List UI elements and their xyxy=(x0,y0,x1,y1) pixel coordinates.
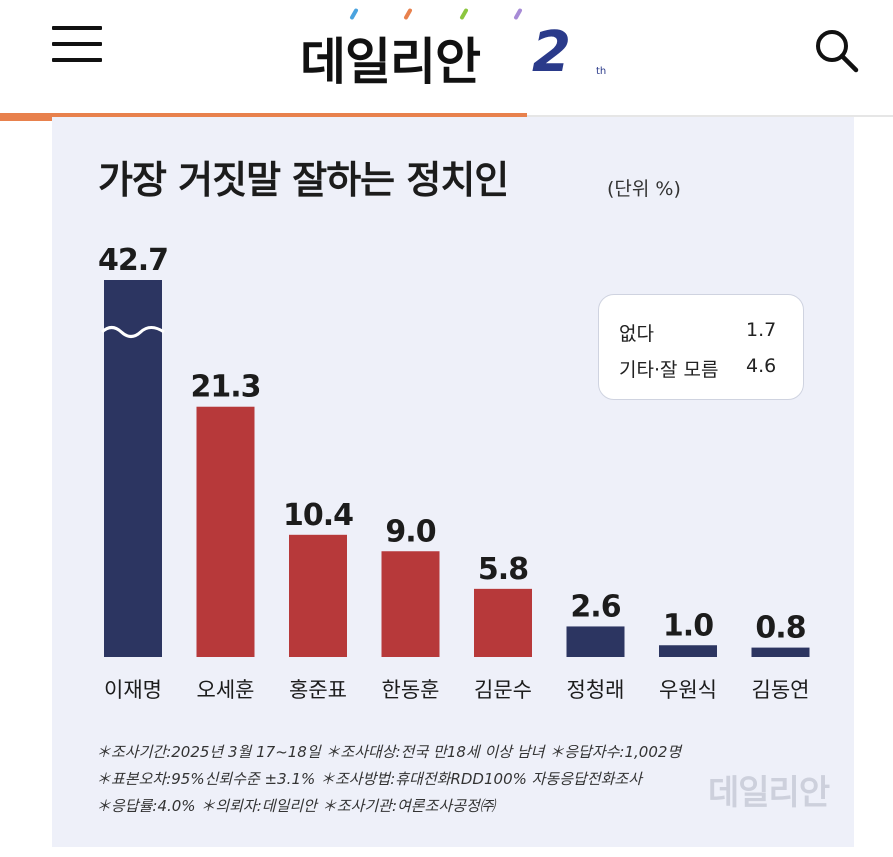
bar-오세훈 xyxy=(196,406,255,657)
category-label: 정청래 xyxy=(567,678,625,702)
data-label: 5.8 xyxy=(478,552,528,587)
category-label: 홍준표 xyxy=(289,678,347,702)
logo-accent xyxy=(459,7,469,21)
legend-value: 4.6 xyxy=(746,355,777,377)
survey-note: ＊응답률:4.0% ＊의뢰자:데일리안 ＊조사기관:여론조사공정㈜ xyxy=(96,797,495,815)
data-label: 21.3 xyxy=(190,370,260,405)
category-label: 오세훈 xyxy=(197,678,255,702)
survey-note: ＊조사기간:2025년 3월 17~18일 ＊조사대상:전국 만18세 이상 남… xyxy=(96,743,682,761)
category-label: 한동훈 xyxy=(382,678,440,702)
chart-title: 가장 거짓말 잘하는 정치인 xyxy=(98,158,509,202)
other-responses-box: 없다 1.7 기타·잘 모름 4.6 xyxy=(598,294,804,400)
legend-row: 없다 1.7 xyxy=(619,319,776,346)
survey-note: ＊표본오차:95%신뢰수준 ±3.1% ＊조사방법:휴대전화RDD100% 자동… xyxy=(96,770,643,788)
infographic-card: 가장 거짓말 잘하는 정치인 (단위 %) 42.7 이재명 21.3 오세훈 10.4… xyxy=(52,117,854,847)
logo-text: 데일리안 xyxy=(300,33,481,91)
data-label: 2.6 xyxy=(570,589,620,624)
logo-number: 2 xyxy=(532,20,571,85)
menu-line xyxy=(52,26,102,30)
bar-정청래 xyxy=(566,626,625,657)
menu-line xyxy=(52,42,102,46)
data-label: 0.8 xyxy=(755,611,805,646)
category-label: 우원식 xyxy=(659,678,717,702)
legend-row: 기타·잘 모름 4.6 xyxy=(619,355,776,382)
bar-김문수 xyxy=(474,588,532,657)
category-label: 이재명 xyxy=(104,678,162,702)
logo-suffix: th xyxy=(596,66,607,77)
bar-우원식 xyxy=(659,645,717,657)
data-label: 1.0 xyxy=(663,608,713,643)
watermark-logo: 데일리안 xyxy=(708,773,830,813)
bar-홍준표 xyxy=(289,534,347,657)
logo-accent xyxy=(513,7,523,21)
site-header: 데일리안 2 th xyxy=(0,0,893,116)
menu-line xyxy=(52,58,102,62)
axis-break-mark xyxy=(100,326,165,338)
bar-chart: 42.7 이재명 21.3 오세훈 10.4 홍준표 9.0 한동훈 5.8 김문수 2.6 정청래 1… xyxy=(98,243,810,702)
bar-이재명 xyxy=(104,280,162,657)
category-label: 김문수 xyxy=(474,678,532,702)
bar-한동훈 xyxy=(381,551,440,657)
legend-label: 기타·잘 모름 xyxy=(619,359,719,381)
data-label: 10.4 xyxy=(283,498,353,533)
legend-value: 1.7 xyxy=(746,319,777,341)
logo-accent xyxy=(349,7,359,21)
data-label: 42.7 xyxy=(98,243,168,278)
search-icon[interactable] xyxy=(812,26,862,76)
hamburger-menu-icon[interactable] xyxy=(52,26,102,66)
legend-label: 없다 xyxy=(619,323,654,345)
logo-accent xyxy=(403,7,413,21)
data-label: 9.0 xyxy=(385,514,435,549)
category-label: 김동연 xyxy=(752,678,810,702)
chart-unit: (단위 %) xyxy=(607,178,681,200)
bar-김동연 xyxy=(751,647,810,657)
site-logo[interactable]: 데일리안 2 th xyxy=(300,7,620,91)
